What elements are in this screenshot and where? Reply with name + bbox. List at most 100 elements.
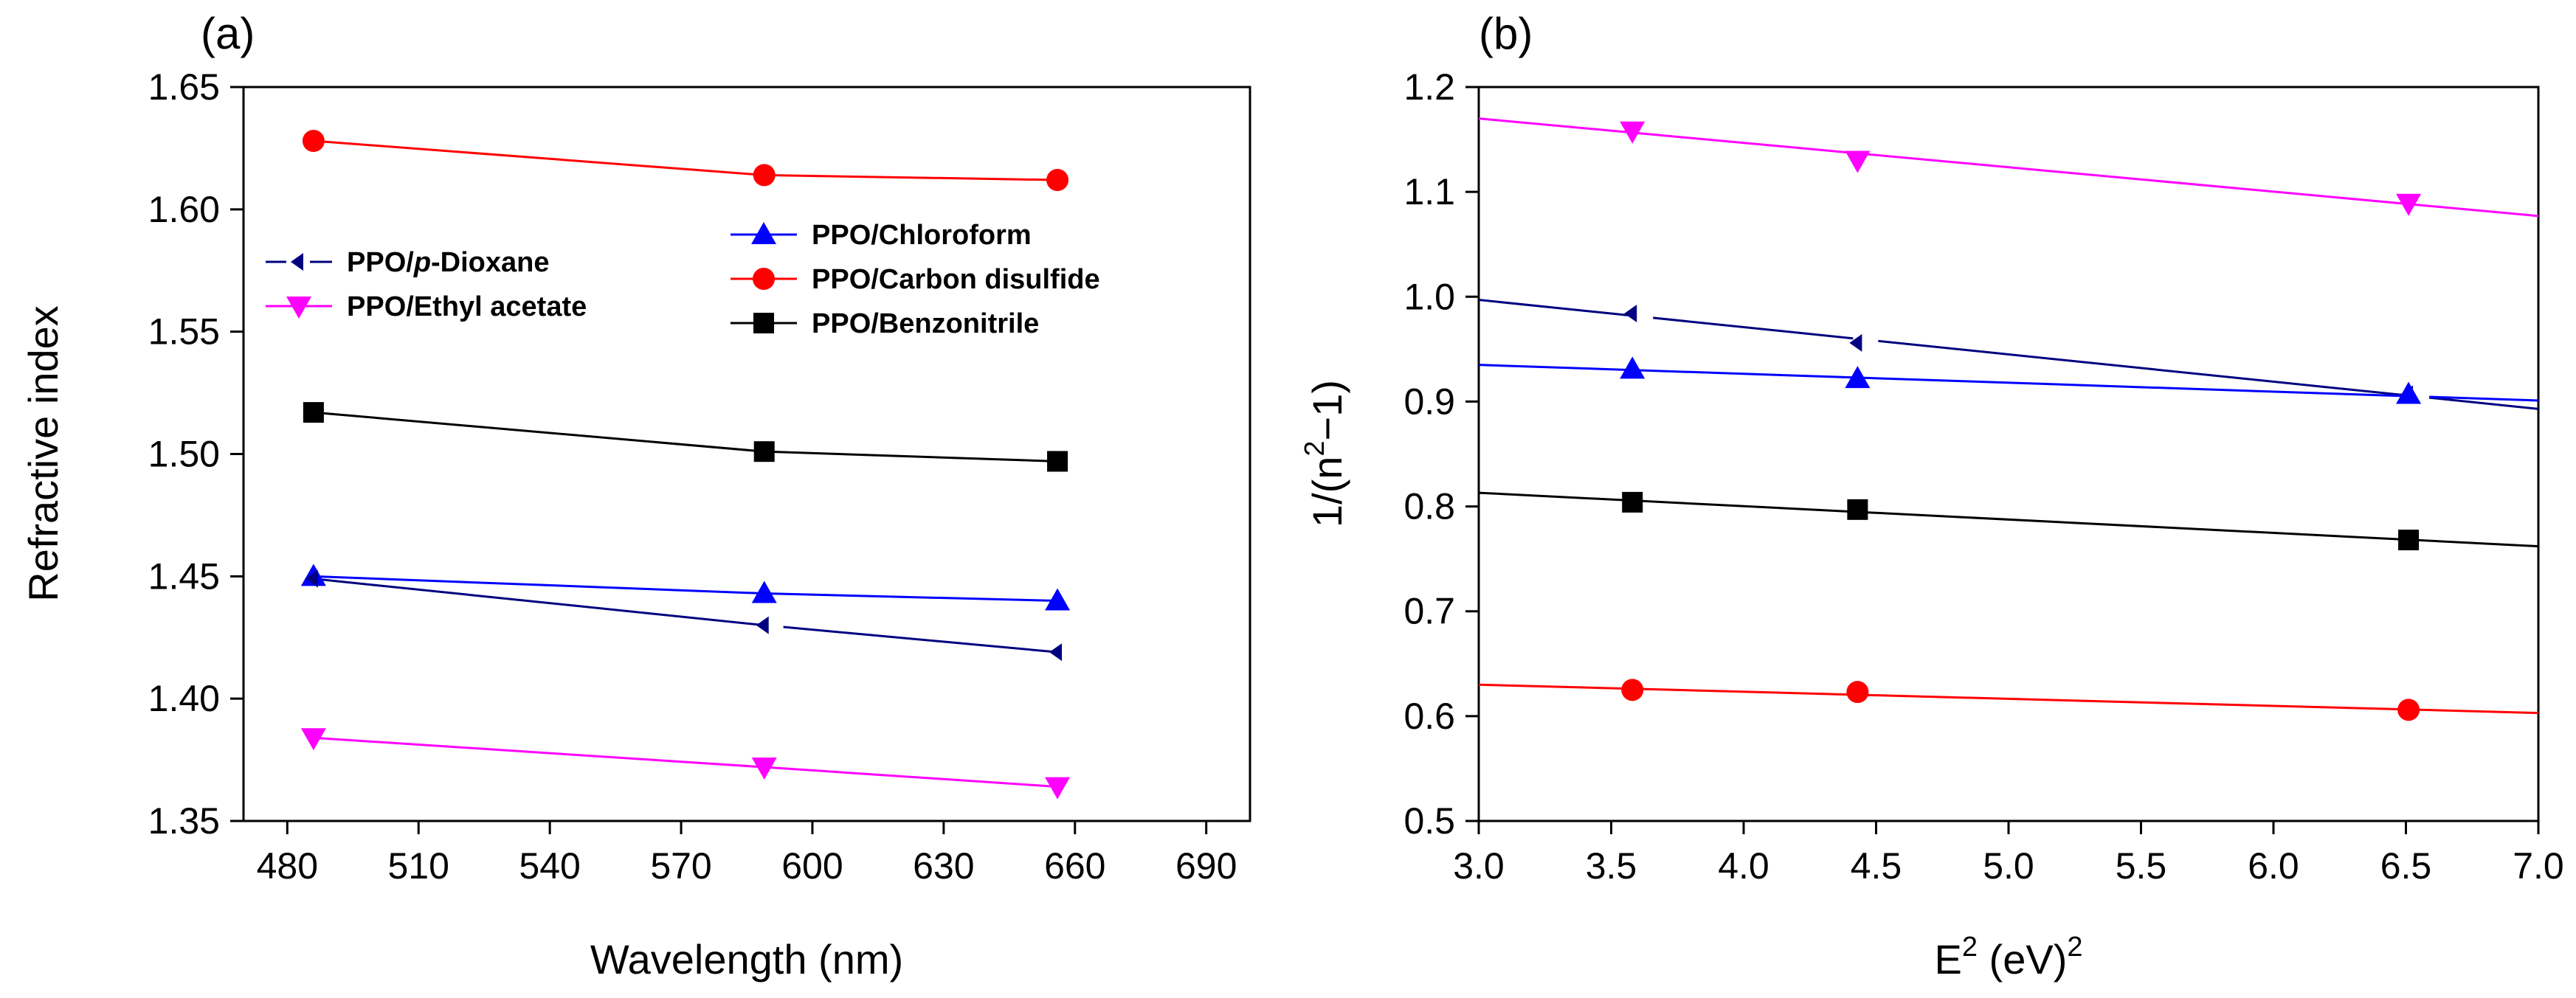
panel-a-line-ppo-carbon-disulfide xyxy=(764,173,1058,181)
panel-a-point-ppo-benzonitrile xyxy=(1047,451,1068,472)
panel-b: (b) 3.0 3.5 4.0 4.5 5.0 5.5 6.0 6.5 7.0 0.5 0.6 0.7… xyxy=(1299,9,2564,983)
panel-a-x-tick-label: 630 xyxy=(913,845,974,887)
panel-b-point-ppo-carbon-disulfide xyxy=(2397,699,2420,721)
panel-b-x-tick-label: 5.0 xyxy=(1983,845,2034,887)
panel-b-point-ppo-chloroform xyxy=(1845,366,1871,389)
panel-b-y-tick-label: 0.5 xyxy=(1403,800,1455,842)
panel-b-x-tick-label: 5.5 xyxy=(2116,845,2167,887)
panel-b-y-tick-label: 0.6 xyxy=(1403,696,1455,737)
panel-b-point-ppo-carbon-disulfide xyxy=(1621,679,1644,701)
panel-b-x-tick-label: 4.0 xyxy=(1718,845,1769,887)
panel-a-y-tick-label: 1.55 xyxy=(148,311,220,353)
panel-b-x-tick-label: 3.0 xyxy=(1453,845,1505,887)
panel-a-line-ppo-ethyl-acetate xyxy=(313,736,764,769)
panel-b-fit-ppo-ethyl-acetate xyxy=(1478,117,2539,218)
panel-a-point-ppo-ethyl-acetate xyxy=(751,758,777,780)
panel-a-y-tick-label: 1.60 xyxy=(148,189,220,230)
panel-a-y-tick-label: 1.50 xyxy=(148,434,220,475)
panel-a-point-ppo-carbon-disulfide xyxy=(753,164,776,187)
panel-a-line-ppo-p-dioxane xyxy=(783,626,1058,654)
panel-b-y-tick-label: 1.1 xyxy=(1403,171,1455,212)
panel-b-point-ppo-chloroform xyxy=(2396,381,2422,404)
panel-b-x-tick-label: 3.5 xyxy=(1586,845,1637,887)
panel-a-y-tick-label: 1.40 xyxy=(148,678,220,719)
panel-b-point-ppo-ethyl-acetate xyxy=(1620,121,1646,144)
panel-b-fit-ppo-p-dioxane xyxy=(1478,299,2539,410)
panel-a-x-tick-label: 510 xyxy=(387,845,449,887)
panel-b-fit-ppo-carbon-disulfide xyxy=(1478,683,2539,715)
panel-a-x-tick-label: 540 xyxy=(519,845,580,887)
panel-a-x-tick-label: 600 xyxy=(781,845,843,887)
panel-b-point-ppo-p-dioxane xyxy=(1849,333,1862,352)
panel-b-y-axis-title: 1/(n2−1) xyxy=(1299,380,1350,527)
panel-a-ticks: 480 510 540 570 600 630 660 690 1.35 1.40 1.45 1.50… xyxy=(148,66,1237,887)
panel-b-point-ppo-ethyl-acetate xyxy=(1845,150,1871,173)
panel-a-x-tick-label: 690 xyxy=(1175,845,1237,887)
panel-a-x-tick-label: 480 xyxy=(257,845,318,887)
panel-a-point-ppo-benzonitrile xyxy=(303,402,324,423)
panel-b-y-tick-label: 1.2 xyxy=(1403,66,1455,108)
panel-b-point-ppo-chloroform xyxy=(1620,356,1646,379)
panel-b-y-tick-label: 0.9 xyxy=(1403,381,1455,422)
panel-a-point-ppo-ethyl-acetate xyxy=(1045,777,1071,800)
legend-label-ppo-p-dioxane: PPO/p-Dioxane xyxy=(347,247,550,278)
panel-b-point-ppo-benzonitrile xyxy=(1622,491,1643,513)
panel-a-y-tick-label: 1.35 xyxy=(148,800,220,842)
panel-b-x-axis-title: E2 (eV)2 xyxy=(1935,932,2083,983)
legend-marker-ppo-p-dioxane xyxy=(291,253,303,271)
panel-b-label: (b) xyxy=(1479,9,1533,58)
legend-marker-ppo-chloroform xyxy=(751,222,776,244)
panel-b-y-tick-label: 0.8 xyxy=(1403,486,1455,527)
panel-b-x-tick-label: 7.0 xyxy=(2513,845,2564,887)
panel-a-point-ppo-carbon-disulfide xyxy=(302,129,325,152)
panel-a-line-ppo-benzonitrile xyxy=(313,411,764,453)
panel-a-x-axis-title: Wavelength (nm) xyxy=(590,936,903,983)
panel-b-x-tick-label: 4.5 xyxy=(1851,845,1902,887)
panel-b-y-tick-label: 1.0 xyxy=(1403,276,1455,317)
panel-b-fit-lines xyxy=(1478,117,2539,715)
panel-a-label: (a) xyxy=(201,9,255,58)
panel-a-y-axis-title: Refractive index xyxy=(20,305,66,602)
legend-marker-ppo-ethyl-acetate xyxy=(286,297,311,319)
panel-a-line-ppo-chloroform xyxy=(764,592,1058,602)
legend-label-ppo-chloroform: PPO/Chloroform xyxy=(812,220,1032,251)
legend-marker-ppo-carbon-disulfide xyxy=(753,268,775,290)
panel-a-point-ppo-ethyl-acetate xyxy=(300,728,326,751)
panel-b-markers xyxy=(1620,121,2430,721)
panel-a-y-tick-label: 1.65 xyxy=(148,66,220,108)
panel-b-point-ppo-ethyl-acetate xyxy=(2396,193,2422,216)
panel-b-point-ppo-carbon-disulfide xyxy=(1846,681,1869,704)
panel-a-line-ppo-p-dioxane xyxy=(313,578,764,627)
panel-a-point-ppo-p-dioxane xyxy=(305,569,318,588)
panel-a-point-ppo-chloroform xyxy=(1045,588,1071,611)
panel-a-x-tick-label: 570 xyxy=(650,845,711,887)
panel-b-point-ppo-p-dioxane xyxy=(1624,305,1637,323)
panel-a-x-tick-label: 660 xyxy=(1044,845,1105,887)
panel-b-point-ppo-benzonitrile xyxy=(2398,530,2420,551)
panel-b-ticks: 3.0 3.5 4.0 4.5 5.0 5.5 6.0 6.5 7.0 0.5 0.6 0.7 0.8 0… xyxy=(1403,66,2563,887)
panel-a-point-ppo-benzonitrile xyxy=(753,441,775,462)
panel-a-line-ppo-benzonitrile xyxy=(764,450,1058,462)
legend-label-ppo-carbon-disulfide: PPO/Carbon disulfide xyxy=(812,264,1100,295)
legend-marker-ppo-benzonitrile xyxy=(753,313,774,333)
panel-a-markers xyxy=(300,129,1071,800)
legend-label-ppo-benzonitrile: PPO/Benzonitrile xyxy=(812,308,1039,339)
panel-a-y-tick-label: 1.45 xyxy=(148,555,220,597)
panel-a-point-ppo-chloroform xyxy=(751,581,777,603)
panel-b-x-tick-label: 6.5 xyxy=(2380,845,2432,887)
panel-b-point-ppo-benzonitrile xyxy=(1847,499,1868,520)
panel-a-point-ppo-p-dioxane xyxy=(756,616,769,634)
legend-label-ppo-ethyl-acetate: PPO/Ethyl acetate xyxy=(347,291,587,322)
panel-b-y-tick-label: 0.7 xyxy=(1403,591,1455,632)
panel-b-x-tick-label: 6.0 xyxy=(2248,845,2299,887)
panel-a-line-ppo-carbon-disulfide xyxy=(313,139,764,176)
panel-a: (a) 480 510 540 570 600 630 660 690 1.35 1.40 1.45… xyxy=(20,9,1251,983)
panel-b-fit-ppo-benzonitrile xyxy=(1478,491,2539,548)
panel-a-point-ppo-p-dioxane xyxy=(1049,643,1063,662)
panel-a-line-ppo-chloroform xyxy=(313,575,764,595)
panel-a-line-ppo-ethyl-acetate xyxy=(764,766,1058,789)
panel-a-legend: PPO/p-Dioxane PPO/Ethyl acetate PPO/Chloro… xyxy=(266,220,1100,339)
panel-a-point-ppo-carbon-disulfide xyxy=(1046,169,1069,192)
panel-a-series-lines xyxy=(313,139,1058,789)
